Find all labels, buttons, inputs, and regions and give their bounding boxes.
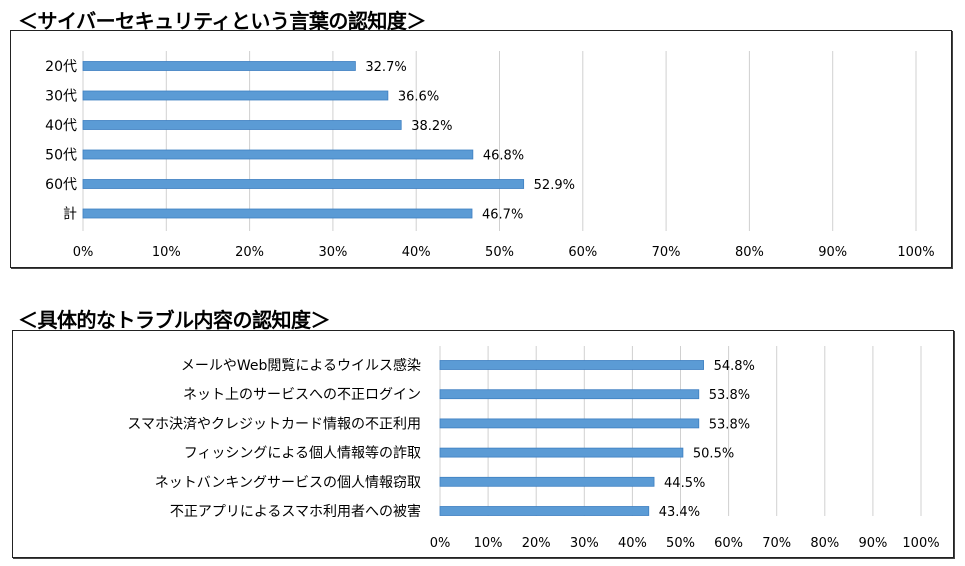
x-tick-label: 60% <box>714 536 743 551</box>
category-label: メールやWeb閲覧によるウイルス感染 <box>181 357 421 374</box>
bar <box>439 418 700 429</box>
category-label: 不正アプリによるスマホ利用者への被害 <box>170 504 421 520</box>
data-label: 44.5% <box>664 476 705 491</box>
category-label: フィッシングによる個人情報等の詐取 <box>184 445 421 462</box>
category-label: 20代 <box>45 59 77 75</box>
x-tick-label: 20% <box>522 536 551 551</box>
chart1-title: ＜サイバーセキュリティという言葉の認知度＞ <box>18 9 426 33</box>
bar <box>82 149 474 160</box>
bar <box>82 208 473 219</box>
bar <box>82 120 402 130</box>
x-tick-label: 80% <box>735 245 764 260</box>
x-tick-label: 70% <box>652 245 681 260</box>
data-label: 32.7% <box>365 60 406 75</box>
x-tick-label: 60% <box>568 245 597 260</box>
category-label: 50代 <box>45 148 77 164</box>
category-label: ネット上のサービスへの不正ログイン <box>183 387 421 403</box>
x-tick-label: 70% <box>762 536 791 551</box>
x-tick-label: 100% <box>902 536 939 551</box>
chart2-title: ＜具体的なトラブル内容の認知度＞ <box>18 308 331 332</box>
category-label: 60代 <box>45 177 77 193</box>
data-label: 50.5% <box>693 447 734 462</box>
x-tick-label: 40% <box>402 245 431 260</box>
bar <box>439 476 655 487</box>
x-tick-label: 50% <box>666 536 695 551</box>
chart1-panel: 0% 10% 20% 30% 40% 50% 60% 70% 80% 90% 100% 20代 32.7… <box>10 30 952 268</box>
x-tick-label: 10% <box>152 245 181 260</box>
category-label: 40代 <box>45 118 77 134</box>
category-label: スマホ決済やクレジットカード情報の不正利用 <box>127 416 421 432</box>
data-label: 46.8% <box>483 149 524 164</box>
x-tick-label: 90% <box>818 245 847 260</box>
x-tick-label: 50% <box>485 245 514 260</box>
category-label: ネットバンキングサービスの個人情報窃取 <box>155 475 421 491</box>
data-label: 53.8% <box>709 417 750 432</box>
bar <box>439 506 650 516</box>
x-tick-label: 90% <box>858 536 887 551</box>
data-label: 46.7% <box>482 208 523 223</box>
bar <box>82 90 389 101</box>
bar <box>439 447 684 458</box>
chart1-plot: 0% 10% 20% 30% 40% 50% 60% 70% 80% 90% 100% 20代 32.7… <box>45 51 935 260</box>
bar <box>439 360 704 370</box>
x-tick-label: 0% <box>73 245 94 260</box>
data-label: 52.9% <box>534 178 575 193</box>
chart2-plot: 0% 10% 20% 30% 40% 50% 60% 70% 80% 90% 100% メールやWeb… <box>127 346 940 551</box>
x-tick-label: 10% <box>474 536 503 551</box>
chart2-panel: 0% 10% 20% 30% 40% 50% 60% 70% 80% 90% 100% メールやWeb… <box>12 330 954 558</box>
x-tick-label: 0% <box>430 536 451 551</box>
x-tick-label: 100% <box>897 245 934 260</box>
data-label: 53.8% <box>709 388 750 403</box>
x-tick-label: 80% <box>810 536 839 551</box>
category-label: 30代 <box>45 89 77 105</box>
x-tick-label: 40% <box>618 536 647 551</box>
data-label: 38.2% <box>411 119 452 134</box>
x-tick-label: 30% <box>570 536 599 551</box>
bar <box>82 179 525 189</box>
data-label: 43.4% <box>659 505 700 520</box>
bar <box>82 61 356 71</box>
x-tick-label: 30% <box>318 245 347 260</box>
x-tick-label: 20% <box>235 245 264 260</box>
bar <box>439 389 700 400</box>
data-label: 36.6% <box>398 90 439 105</box>
category-label: 計 <box>63 207 77 223</box>
data-label: 54.8% <box>714 359 755 374</box>
